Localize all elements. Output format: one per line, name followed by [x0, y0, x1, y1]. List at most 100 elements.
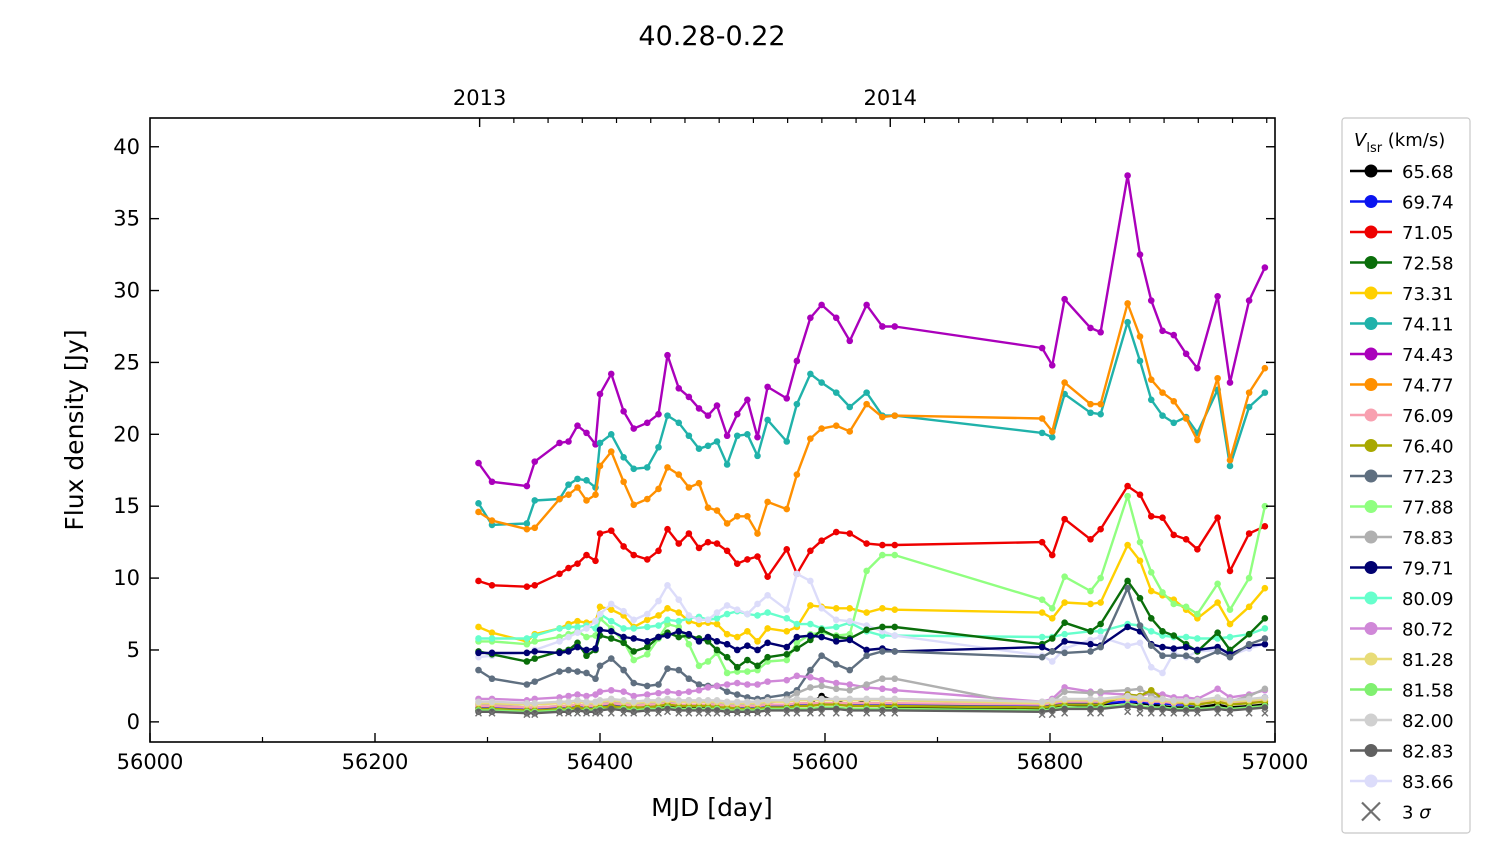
- threshold-marker: [783, 709, 791, 717]
- data-point: [1097, 705, 1104, 713]
- data-point: [664, 665, 671, 672]
- threshold-marker: [675, 709, 683, 717]
- data-point: [1124, 300, 1131, 307]
- data-point: [1159, 643, 1166, 651]
- legend-marker: [1364, 652, 1378, 666]
- data-point: [783, 643, 791, 651]
- data-point: [713, 507, 721, 514]
- data-point: [764, 416, 771, 424]
- data-point: [685, 688, 693, 695]
- legend-label: 65.68: [1402, 162, 1454, 183]
- data-point: [475, 666, 482, 674]
- data-point: [846, 428, 854, 435]
- data-point: [643, 697, 651, 704]
- data-point: [1170, 419, 1178, 427]
- legend-marker: [1364, 317, 1378, 330]
- threshold-marker: [878, 709, 886, 717]
- x-axis: 56000 56200 56400 56600 56800 57000: [117, 733, 1308, 774]
- legend-x-marker-stroke: [1361, 801, 1381, 822]
- data-point: [685, 612, 693, 619]
- data-point: [1061, 515, 1068, 523]
- data-point: [764, 573, 771, 580]
- data-point: [664, 412, 671, 419]
- data-point: [596, 439, 604, 447]
- data-point: [744, 708, 751, 716]
- legend-label: 79.71: [1402, 559, 1454, 580]
- y-tick-label: 30: [113, 279, 140, 303]
- data-point: [630, 501, 638, 509]
- data-point: [846, 636, 854, 644]
- threshold-marker: [488, 709, 496, 717]
- data-point: [630, 616, 638, 624]
- threshold-marker: [630, 709, 638, 717]
- data-point: [620, 408, 627, 415]
- data-point: [1097, 688, 1104, 695]
- data-point: [1097, 599, 1104, 606]
- data-point: [607, 695, 615, 703]
- data-point: [1226, 620, 1234, 628]
- data-point: [713, 615, 721, 622]
- threshold-marker: [818, 709, 826, 717]
- threshold-marker: [1038, 711, 1046, 719]
- data-point: [1038, 415, 1046, 422]
- data-point: [832, 604, 840, 612]
- data-point: [695, 697, 703, 704]
- data-point: [793, 689, 801, 697]
- data-point: [807, 314, 814, 322]
- data-point: [620, 697, 627, 704]
- data-point: [1087, 324, 1094, 332]
- data-point: [713, 638, 721, 645]
- legend-marker: [1364, 408, 1378, 422]
- data-point: [1245, 603, 1253, 611]
- data-point: [574, 629, 581, 637]
- data-point: [1261, 694, 1269, 701]
- data-point: [733, 708, 741, 716]
- data-point: [574, 668, 581, 675]
- data-point: [793, 633, 801, 641]
- data-point: [664, 632, 671, 639]
- data-point: [1147, 396, 1155, 404]
- legend-marker: [1364, 591, 1378, 605]
- data-point: [713, 620, 721, 628]
- threshold-marker: [583, 709, 590, 717]
- data-point: [643, 638, 651, 645]
- data-point: [565, 708, 572, 716]
- data-point: [1087, 627, 1094, 635]
- data-point: [891, 695, 899, 703]
- data-point: [592, 675, 599, 683]
- legend-label: 73.31: [1402, 284, 1454, 305]
- data-point: [1261, 625, 1269, 632]
- data-point: [607, 627, 615, 635]
- data-point: [764, 678, 771, 685]
- data-point: [891, 606, 899, 614]
- data-point: [1261, 635, 1269, 642]
- threshold-mark-stroke: [1124, 708, 1132, 716]
- data-point: [1147, 297, 1155, 304]
- data-point: [475, 508, 482, 516]
- data-point: [1226, 697, 1234, 704]
- data-point: [704, 412, 712, 419]
- legend-marker: [1364, 774, 1378, 788]
- legend-entry-81.58: 81.58: [1350, 681, 1454, 702]
- data-point: [1261, 584, 1269, 592]
- data-point: [783, 606, 791, 614]
- data-point: [764, 697, 771, 704]
- data-point: [846, 604, 854, 612]
- data-point: [723, 630, 731, 638]
- data-point: [754, 638, 761, 645]
- data-point: [531, 655, 539, 662]
- threshold-marker: [1159, 709, 1166, 717]
- data-point: [1159, 705, 1166, 713]
- data-point: [754, 681, 761, 688]
- threshold-mark-stroke: [704, 709, 712, 717]
- data-point: [818, 425, 825, 432]
- data-point: [1182, 652, 1190, 660]
- data-point: [1159, 669, 1166, 677]
- data-point: [475, 623, 482, 631]
- data-point: [1170, 331, 1178, 339]
- data-point: [565, 564, 572, 572]
- data-point: [733, 646, 741, 654]
- data-point: [723, 708, 731, 716]
- data-point: [807, 435, 814, 442]
- data-point: [523, 635, 531, 642]
